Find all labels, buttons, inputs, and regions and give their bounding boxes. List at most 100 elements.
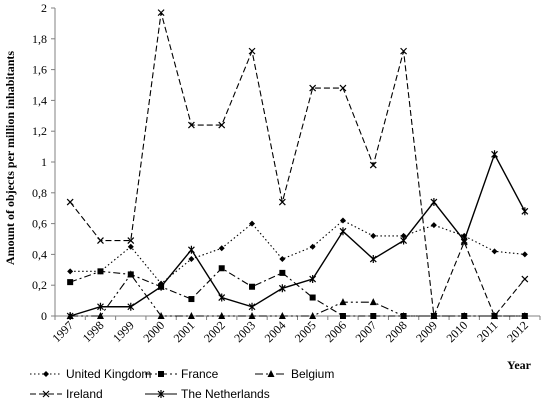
point-marker (278, 312, 286, 319)
y-tick-label: 1,8 (32, 32, 47, 46)
series-line (70, 219, 525, 285)
y-axis-label: Amount of objects per million inhabitant… (3, 51, 17, 265)
series-ireland (66, 9, 529, 320)
point-marker (278, 284, 286, 293)
point-marker (66, 198, 74, 206)
point-marker (248, 302, 256, 311)
y-tick-label: 1 (41, 155, 47, 169)
x-tick-label: 1998 (80, 318, 107, 345)
point-marker (369, 161, 377, 169)
x-ticks: 1997 1998 1999 2000 2001 2002 2003 2004 2005 2006… (49, 316, 541, 345)
legend-item-the-netherlands: The Netherlands (145, 387, 270, 401)
point-marker (218, 265, 225, 272)
point-marker (249, 220, 256, 227)
point-marker (187, 312, 195, 319)
point-marker (248, 47, 256, 55)
point-marker (187, 121, 195, 129)
point-marker (97, 237, 104, 244)
point-marker (67, 268, 74, 275)
y-tick-label: 0,2 (32, 278, 47, 292)
point-marker (369, 298, 377, 306)
point-marker (491, 312, 498, 320)
point-marker (521, 251, 528, 258)
x-tick-label: 2008 (383, 318, 410, 345)
legend-item-united-kingdom: United Kingdom (30, 367, 151, 381)
x-tick-label: 2000 (140, 318, 167, 345)
point-marker (400, 232, 407, 239)
legend: United Kingdom France Belgium Ireland The Ne… (30, 367, 334, 401)
point-marker (339, 84, 347, 92)
x-tick-label: 2012 (504, 318, 531, 345)
x-tick-label: 2001 (171, 318, 198, 345)
point-marker (400, 312, 408, 319)
point-marker (400, 47, 408, 55)
point-marker (339, 313, 346, 319)
x-tick-label: 1997 (49, 318, 76, 345)
point-marker (218, 293, 226, 302)
point-marker (96, 312, 104, 319)
series-france (67, 265, 528, 319)
point-marker (400, 236, 408, 245)
point-marker (521, 207, 529, 216)
series-line (69, 267, 525, 317)
series-united-kingdom (67, 217, 528, 287)
x-tick-label: 2003 (231, 318, 258, 345)
series-belgium (66, 270, 529, 319)
x-tick-label: 2005 (292, 318, 319, 345)
x-tick-label: 2009 (413, 318, 440, 345)
point-marker (157, 312, 165, 319)
legend-label: United Kingdom (66, 367, 151, 381)
point-marker (127, 237, 135, 244)
point-marker (430, 222, 437, 229)
point-marker (309, 312, 317, 319)
point-marker (339, 227, 347, 236)
y-tick-label: 1,2 (32, 124, 47, 138)
point-marker (309, 243, 316, 250)
point-marker (157, 9, 165, 17)
series-line (70, 273, 525, 317)
point-marker (279, 256, 286, 263)
point-marker (127, 302, 135, 311)
point-marker (127, 270, 135, 278)
point-marker (157, 282, 165, 291)
point-marker (370, 313, 377, 319)
legend-label: Belgium (291, 367, 334, 381)
point-marker (339, 298, 347, 306)
point-marker (188, 296, 195, 303)
y-tick-label: 0,4 (32, 247, 47, 261)
point-marker (460, 312, 468, 319)
legend-label: Ireland (66, 387, 103, 401)
point-marker (248, 312, 256, 319)
point-marker (187, 245, 195, 254)
point-marker (188, 256, 195, 263)
y-tick-label: 1,6 (32, 63, 47, 77)
point-marker (491, 150, 498, 159)
point-marker (521, 275, 529, 283)
point-marker (218, 245, 225, 252)
x-axis-label: Year (507, 358, 532, 372)
legend-item-france: France (145, 367, 219, 381)
x-tick-label: 2011 (474, 318, 501, 345)
legend-label: The Netherlands (181, 387, 270, 401)
series-the-netherlands (66, 150, 529, 320)
point-marker (66, 312, 74, 320)
point-marker (249, 283, 256, 290)
legend-label: France (181, 367, 219, 381)
point-marker (43, 371, 49, 377)
point-marker (430, 198, 438, 207)
legend-item-belgium: Belgium (255, 367, 334, 381)
x-tick-label: 2002 (201, 318, 228, 345)
x-tick-label: 2004 (262, 318, 289, 345)
axes (54, 8, 540, 317)
point-marker (127, 243, 134, 250)
point-marker (369, 255, 377, 264)
point-marker (278, 198, 286, 206)
y-tick-label: 0,6 (32, 217, 47, 231)
point-marker (218, 121, 226, 129)
point-marker (267, 370, 275, 377)
point-marker (309, 84, 317, 92)
legend-item-ireland: Ireland (30, 387, 103, 401)
point-marker (157, 390, 165, 398)
point-marker (521, 312, 529, 319)
